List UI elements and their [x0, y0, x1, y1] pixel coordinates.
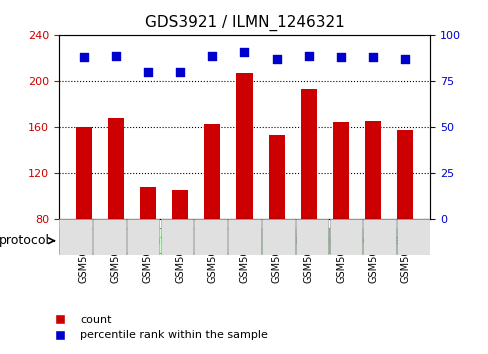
Bar	[76, 127, 91, 219]
FancyBboxPatch shape	[194, 219, 226, 255]
Point	[80, 55, 87, 60]
Point	[208, 53, 216, 58]
Bar	[268, 136, 284, 219]
FancyBboxPatch shape	[127, 219, 159, 255]
FancyBboxPatch shape	[59, 228, 261, 253]
Legend: count, percentile rank within the sample: count, percentile rank within the sample	[44, 310, 272, 345]
FancyBboxPatch shape	[329, 219, 361, 255]
Bar	[140, 187, 156, 219]
Text: microbiota depleted: microbiota depleted	[282, 234, 408, 247]
Point	[272, 57, 280, 62]
FancyBboxPatch shape	[93, 219, 125, 255]
Point	[240, 49, 248, 55]
Title: GDS3921 / ILMN_1246321: GDS3921 / ILMN_1246321	[144, 15, 344, 31]
FancyBboxPatch shape	[262, 219, 294, 255]
FancyBboxPatch shape	[363, 219, 395, 255]
FancyBboxPatch shape	[261, 228, 429, 253]
Point	[305, 53, 312, 58]
Point	[401, 57, 408, 62]
Bar	[204, 124, 220, 219]
Text: protocol: protocol	[0, 234, 50, 247]
FancyBboxPatch shape	[59, 219, 92, 255]
FancyBboxPatch shape	[161, 219, 193, 255]
Bar	[397, 130, 412, 219]
Point	[112, 53, 120, 58]
Bar	[107, 118, 123, 219]
Bar	[236, 73, 252, 219]
Bar	[365, 120, 381, 219]
FancyBboxPatch shape	[228, 219, 260, 255]
Text: control: control	[138, 234, 182, 247]
FancyBboxPatch shape	[396, 219, 429, 255]
Point	[144, 69, 152, 75]
Bar	[332, 122, 348, 219]
Point	[368, 55, 376, 60]
Point	[336, 55, 344, 60]
Point	[176, 69, 183, 75]
Bar	[172, 189, 188, 219]
FancyBboxPatch shape	[295, 219, 327, 255]
Bar	[300, 90, 316, 219]
